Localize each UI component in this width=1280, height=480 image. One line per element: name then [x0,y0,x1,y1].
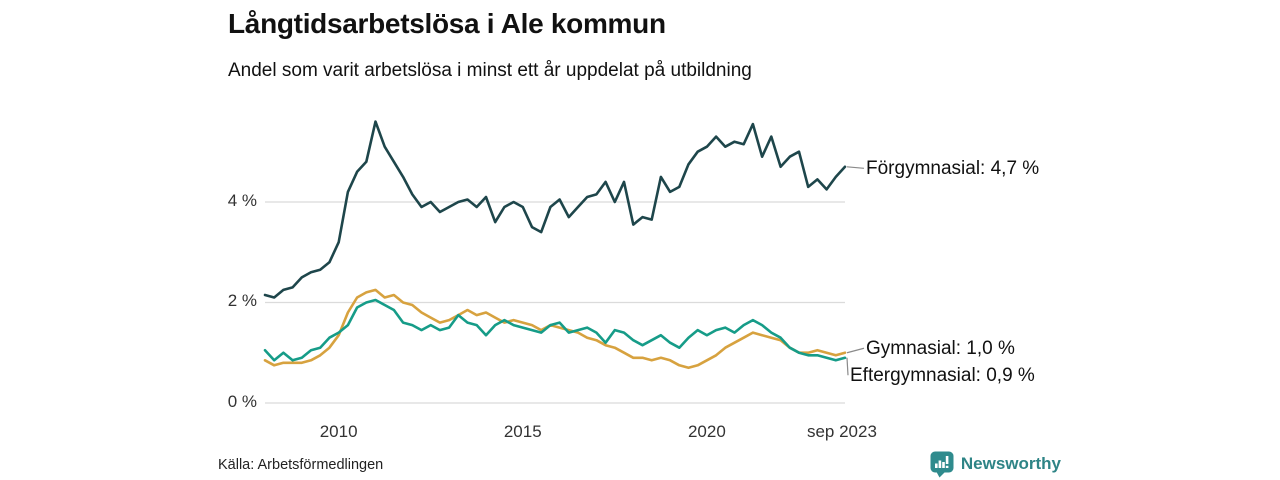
chart-subtitle: Andel som varit arbetslösa i minst ett å… [228,60,752,81]
x-tick-label: 2015 [503,422,542,441]
leader-line [846,357,849,376]
x-tick-label: 2010 [319,422,358,441]
y-tick-label: 4 % [227,190,257,210]
newsworthy-wordmark: Newsworthy [960,454,1061,473]
newsworthy-icon [930,451,954,477]
series-förgymnasial [263,120,847,299]
x-tick-label: 2020 [687,422,726,441]
source-note: Källa: Arbetsförmedlingen [218,457,384,473]
leader-line [846,166,865,169]
chart-title: Långtidsarbetslösa i Ale kommun [228,8,666,39]
end-label-gymnasial: Gymnasial: 1,0 % [866,337,1015,359]
y-tick-label: 0 % [227,392,257,411]
series-eftergymnasial [263,298,847,362]
newsworthy-logo[interactable]: Newsworthy [930,450,1061,478]
series-gymnasial [263,288,847,370]
y-tick-label: 2 % [227,291,257,311]
end-label-eftergymnasial: Eftergymnasial: 0,9 % [850,364,1035,386]
x-tick-label: sep 2023 [806,422,877,441]
leader-line [846,347,865,354]
end-label-förgymnasial: Förgymnasial: 4,7 % [866,157,1040,179]
